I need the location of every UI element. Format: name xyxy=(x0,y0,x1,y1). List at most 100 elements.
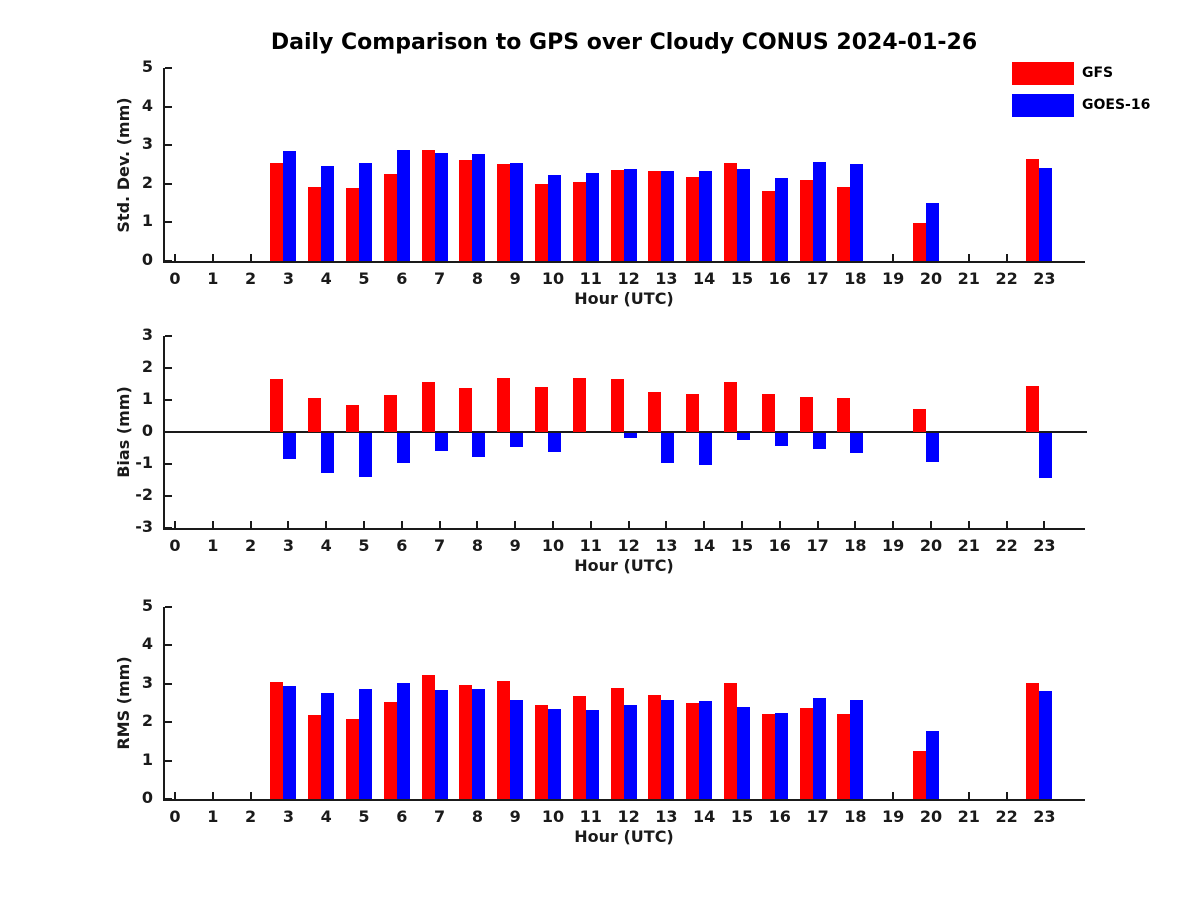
x-tick-std-dev xyxy=(211,254,214,261)
x-tick-label-std-dev: 3 xyxy=(282,269,294,288)
x-tick-label-std-dev: 11 xyxy=(579,269,602,288)
y-tick-label-bias: 1 xyxy=(141,389,153,408)
bar-rms-gfs-h16 xyxy=(761,713,775,799)
x-tick-bias xyxy=(1005,521,1008,528)
x-axis-label-std-dev: Hour (UTC) xyxy=(574,289,674,308)
bar-bias-gfs-h13 xyxy=(648,392,662,432)
bar-std-dev-goes-16-h4 xyxy=(321,165,335,261)
x-tick-label-std-dev: 13 xyxy=(655,269,678,288)
bar-rms-goes-16-h6 xyxy=(396,683,410,799)
x-tick-label-rms: 3 xyxy=(282,807,294,826)
bar-bias-gfs-h14 xyxy=(686,393,700,432)
x-tick-label-rms: 21 xyxy=(957,807,980,826)
y-tick-label-rms: 5 xyxy=(141,596,153,615)
bar-bias-gfs-h12 xyxy=(610,378,624,432)
bar-rms-gfs-h11 xyxy=(572,695,586,799)
x-tick-rms xyxy=(892,792,895,799)
bar-bias-gfs-h11 xyxy=(572,377,586,432)
bar-std-dev-gfs-h7 xyxy=(421,150,435,261)
x-tick-label-bias: 5 xyxy=(358,536,370,555)
x-axis-rms xyxy=(163,799,1085,801)
y-tick-std-dev xyxy=(165,221,172,224)
bar-bias-gfs-h8 xyxy=(459,387,473,432)
bar-rms-gfs-h18 xyxy=(837,714,851,799)
bar-std-dev-gfs-h15 xyxy=(724,162,737,261)
x-tick-label-std-dev: 1 xyxy=(207,269,219,288)
bar-bias-goes-16-h3 xyxy=(283,433,297,459)
x-tick-bias xyxy=(287,521,290,528)
bar-std-dev-goes-16-h3 xyxy=(283,151,297,261)
y-tick-bias xyxy=(165,527,172,529)
x-tick-bias xyxy=(438,521,441,528)
y-tick-rms xyxy=(165,606,172,608)
x-tick-label-rms: 8 xyxy=(471,807,483,826)
x-tick-label-rms: 4 xyxy=(320,807,332,826)
bar-rms-gfs-h7 xyxy=(421,675,435,799)
y-tick-rms xyxy=(165,682,172,685)
x-tick-label-std-dev: 18 xyxy=(844,269,867,288)
x-tick-label-bias: 11 xyxy=(579,536,602,555)
x-tick-bias xyxy=(741,521,743,528)
y-tick-rms xyxy=(165,721,172,724)
y-tick-label-bias: 3 xyxy=(141,325,153,344)
bar-std-dev-goes-16-h8 xyxy=(472,153,486,261)
bar-bias-goes-16-h23 xyxy=(1039,433,1053,478)
bar-std-dev-goes-16-h7 xyxy=(434,152,448,261)
bar-bias-goes-16-h6 xyxy=(396,433,410,464)
bar-rms-gfs-h5 xyxy=(346,718,359,799)
x-axis-std-dev xyxy=(163,261,1085,263)
bar-rms-gfs-h23 xyxy=(1026,682,1040,799)
x-tick-bias xyxy=(589,521,592,528)
y-tick-label-rms: 2 xyxy=(141,711,153,731)
x-tick-label-bias: 21 xyxy=(957,536,980,555)
x-tick-rms xyxy=(211,792,214,799)
bar-std-dev-gfs-h13 xyxy=(648,170,662,261)
bar-std-dev-goes-16-h9 xyxy=(510,163,524,261)
y-tick-label-std-dev: 3 xyxy=(141,134,153,154)
bar-bias-goes-16-h4 xyxy=(321,433,335,474)
x-tick-label-std-dev: 23 xyxy=(1033,269,1056,288)
y-tick-label-std-dev: 1 xyxy=(141,211,153,231)
x-tick-std-dev xyxy=(174,254,176,261)
bar-std-dev-goes-16-h16 xyxy=(774,178,788,261)
y-axis-bias xyxy=(163,336,165,530)
zero-line-bias xyxy=(165,431,1087,433)
y-tick-bias xyxy=(165,335,172,337)
x-tick-label-rms: 15 xyxy=(730,807,754,826)
bar-rms-gfs-h8 xyxy=(459,685,473,799)
x-tick-label-bias: 8 xyxy=(471,536,483,555)
bar-std-dev-goes-16-h12 xyxy=(623,168,637,261)
x-tick-bias xyxy=(174,521,176,528)
y-tick-label-rms: 0 xyxy=(141,788,153,807)
x-tick-rms xyxy=(967,792,970,799)
y-tick-std-dev xyxy=(165,260,172,262)
bar-bias-gfs-h3 xyxy=(270,378,284,432)
x-tick-label-bias: 16 xyxy=(768,536,791,555)
y-tick-label-bias: 0 xyxy=(141,421,153,440)
bar-std-dev-gfs-h23 xyxy=(1026,159,1040,261)
bar-std-dev-goes-16-h6 xyxy=(396,149,410,261)
y-tick-std-dev xyxy=(165,144,172,147)
x-tick-label-bias: 13 xyxy=(655,536,678,555)
x-tick-bias xyxy=(930,521,932,528)
y-axis-rms xyxy=(163,607,165,801)
bar-bias-goes-16-h18 xyxy=(850,433,864,453)
bar-rms-gfs-h4 xyxy=(308,715,322,799)
bar-rms-goes-16-h13 xyxy=(661,700,675,799)
x-tick-bias xyxy=(325,521,328,528)
bar-rms-gfs-h9 xyxy=(497,681,511,799)
y-tick-std-dev xyxy=(165,182,172,185)
x-tick-bias xyxy=(665,521,668,528)
bar-std-dev-goes-16-h13 xyxy=(661,170,675,261)
x-tick-label-std-dev: 16 xyxy=(768,269,791,288)
bar-std-dev-gfs-h20 xyxy=(913,222,926,261)
bar-bias-gfs-h10 xyxy=(535,386,548,432)
x-axis-bias xyxy=(163,528,1085,530)
x-tick-label-rms: 9 xyxy=(509,807,521,826)
bar-rms-goes-16-h17 xyxy=(812,697,826,799)
x-tick-label-rms: 23 xyxy=(1033,807,1056,826)
x-tick-label-bias: 10 xyxy=(541,536,565,555)
x-tick-label-bias: 3 xyxy=(282,536,294,555)
x-tick-label-rms: 22 xyxy=(995,807,1018,826)
y-tick-label-std-dev: 0 xyxy=(141,250,153,269)
